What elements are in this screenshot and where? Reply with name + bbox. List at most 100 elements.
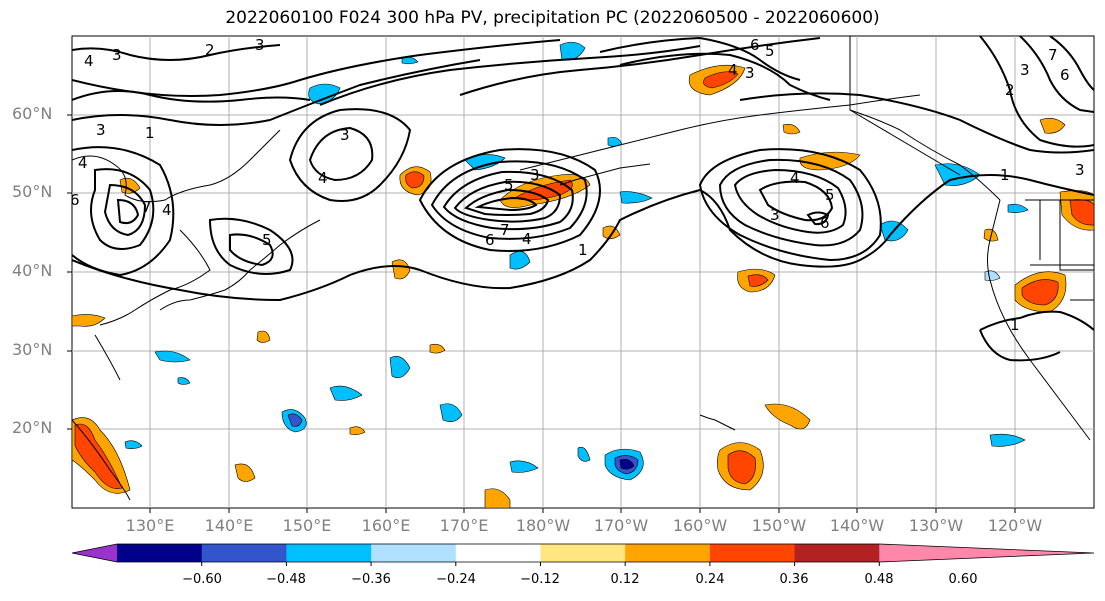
coastlines	[72, 36, 1094, 501]
colorbar-segment	[625, 544, 711, 562]
pv-contour	[319, 45, 701, 106]
pv-contour	[979, 36, 1094, 148]
lon-label: 130°W	[908, 516, 964, 535]
contour-label: 4	[78, 154, 88, 172]
pv-contour	[308, 126, 374, 182]
colorbar-segment	[455, 544, 541, 562]
pv-contour	[464, 188, 550, 216]
map-title: 2022060100 F024 300 hPa PV, precipitatio…	[225, 8, 880, 28]
lat-label: 40°N	[12, 261, 53, 280]
lon-label: 160°E	[361, 516, 411, 535]
contour-label: 6	[70, 191, 80, 209]
precip-positive	[391, 259, 411, 280]
colorbar-tick-label: 0.60	[948, 572, 978, 587]
precip-negative	[154, 350, 191, 363]
contour-label: 7	[1048, 46, 1058, 64]
contour-label: 3	[745, 64, 755, 82]
contour-label: 5	[504, 176, 514, 194]
pv-contours	[72, 36, 1094, 362]
precip-positive	[764, 403, 811, 430]
colorbar-segment	[72, 544, 117, 562]
lon-label: 170°W	[593, 516, 649, 535]
lon-label: 130°E	[125, 516, 175, 535]
precip-positive	[727, 450, 756, 485]
colorbar-outline	[71, 543, 1095, 563]
pv-contour	[72, 39, 561, 97]
pv-contour	[1019, 36, 1094, 113]
precip-negative	[577, 446, 591, 462]
pv-contour	[739, 92, 1094, 154]
pv-contour	[72, 59, 481, 126]
contour-label: 3	[112, 46, 122, 64]
pv-contour	[758, 180, 834, 222]
contour-label: 3	[530, 166, 540, 184]
pv-contour	[733, 168, 847, 234]
precip-negative	[619, 191, 653, 204]
contour-label: 4	[790, 169, 800, 187]
contour-label: 4	[728, 61, 738, 79]
colorbar-tick-label: −0.12	[520, 572, 560, 587]
coastline-hawaii	[699, 414, 736, 431]
border-states	[1030, 200, 1094, 301]
lat-label: 50°N	[12, 182, 53, 201]
lat-label: 20°N	[12, 418, 53, 437]
precip-positive	[74, 423, 123, 489]
colorbar-segment	[879, 544, 1094, 562]
precip-positive	[1039, 118, 1066, 134]
contour-label: 6	[750, 36, 760, 54]
coastline-alaska	[519, 94, 1001, 201]
contour-label: 1	[578, 241, 588, 259]
contour-label: 4	[162, 201, 172, 219]
precip-negative	[509, 460, 539, 473]
contour-label: 5	[262, 231, 272, 249]
lat-label: 30°N	[12, 340, 53, 359]
contour-label: 4	[84, 52, 94, 70]
colorbar-tick-label: 0.36	[779, 572, 809, 587]
coastline-aleutians	[559, 163, 651, 186]
colorbar-tick-label: 0.48	[864, 572, 894, 587]
lon-label: 160°W	[672, 516, 728, 535]
pv-contour	[116, 198, 140, 225]
colorbar-segment	[117, 544, 203, 562]
pv-contour	[103, 183, 147, 237]
colorbar-tick-label: −0.36	[351, 572, 391, 587]
precip-negative	[329, 385, 363, 401]
colorbar-segment	[540, 544, 626, 562]
pv-contour	[288, 108, 412, 202]
pv-contour	[72, 90, 311, 103]
pv-contour	[979, 329, 1061, 362]
colorbar-tick-label: 0.12	[610, 572, 640, 587]
precip-negative	[619, 458, 635, 470]
colorbar-segment	[286, 544, 372, 562]
lon-label: 140°W	[829, 516, 885, 535]
lon-label: 170°E	[439, 516, 489, 535]
colorbar-tick-label: −0.24	[436, 572, 476, 587]
pv-contour	[208, 217, 294, 275]
precip-negative	[287, 413, 303, 427]
pv-contour	[459, 37, 821, 96]
precip-negative	[177, 377, 191, 385]
pv-contour	[72, 174, 1094, 302]
pv-contour	[453, 180, 562, 223]
pv-contour	[1049, 36, 1094, 91]
pv-contour	[229, 233, 274, 267]
precip-shading	[72, 41, 1094, 508]
precip-negative	[124, 440, 143, 449]
contour-label: 1	[1000, 166, 1010, 184]
colorbar-tick-label: 0.24	[695, 572, 725, 587]
pv-contour	[698, 148, 882, 262]
coastline-japan	[159, 219, 321, 311]
pv-contour	[619, 52, 831, 101]
precip-positive	[256, 330, 271, 343]
contour-label: 5	[825, 186, 835, 204]
precip-positive	[799, 151, 861, 171]
contour-label: 6	[485, 231, 495, 249]
contour-label: 2	[1005, 81, 1015, 99]
precip-positive	[349, 426, 366, 435]
colorbar-tick-label: −0.60	[182, 572, 222, 587]
contour-label: 3	[1075, 161, 1085, 179]
contour-label: 3	[340, 126, 350, 144]
pv-contour	[72, 44, 281, 61]
colorbar-segment	[371, 544, 457, 562]
